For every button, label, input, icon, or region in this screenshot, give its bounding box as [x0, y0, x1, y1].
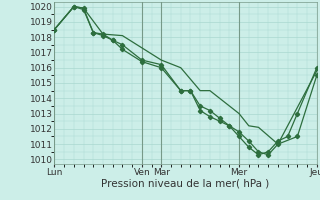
X-axis label: Pression niveau de la mer( hPa ): Pression niveau de la mer( hPa )	[101, 179, 270, 189]
